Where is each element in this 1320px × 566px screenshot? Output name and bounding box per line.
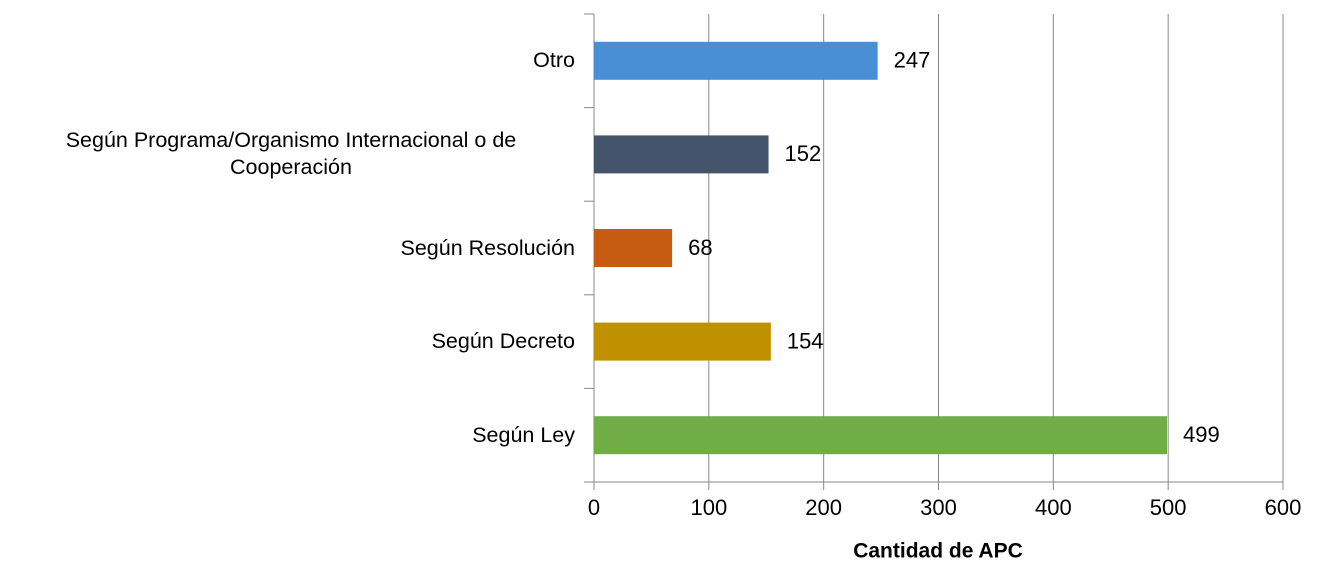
y-tick-label: Según Ley xyxy=(472,422,575,447)
y-tick-label: Según Programa/Organismo Internacional o… xyxy=(65,128,517,180)
x-tick-label: 200 xyxy=(805,495,842,520)
bar xyxy=(594,135,769,174)
x-tick-label: 0 xyxy=(588,495,600,520)
x-tick-label: 300 xyxy=(920,495,957,520)
bar xyxy=(594,41,878,80)
x-tick-label: 400 xyxy=(1035,495,1072,520)
y-tick-label: Según Decreto xyxy=(431,329,575,354)
x-tick-label: 500 xyxy=(1150,495,1187,520)
bar xyxy=(594,416,1168,455)
data-label: 154 xyxy=(787,328,824,353)
bar xyxy=(594,229,673,267)
y-tick-label: Según Resolución xyxy=(400,235,575,260)
data-label: 152 xyxy=(785,141,822,166)
x-axis-label: Cantidad de APC xyxy=(853,540,1023,563)
data-label: 499 xyxy=(1183,422,1220,447)
x-tick-label: 100 xyxy=(690,495,727,520)
data-label: 247 xyxy=(894,48,931,73)
x-tick-label: 600 xyxy=(1265,495,1302,520)
y-tick-label: Otro xyxy=(533,48,575,73)
data-label: 68 xyxy=(688,235,712,260)
bar xyxy=(594,322,771,361)
